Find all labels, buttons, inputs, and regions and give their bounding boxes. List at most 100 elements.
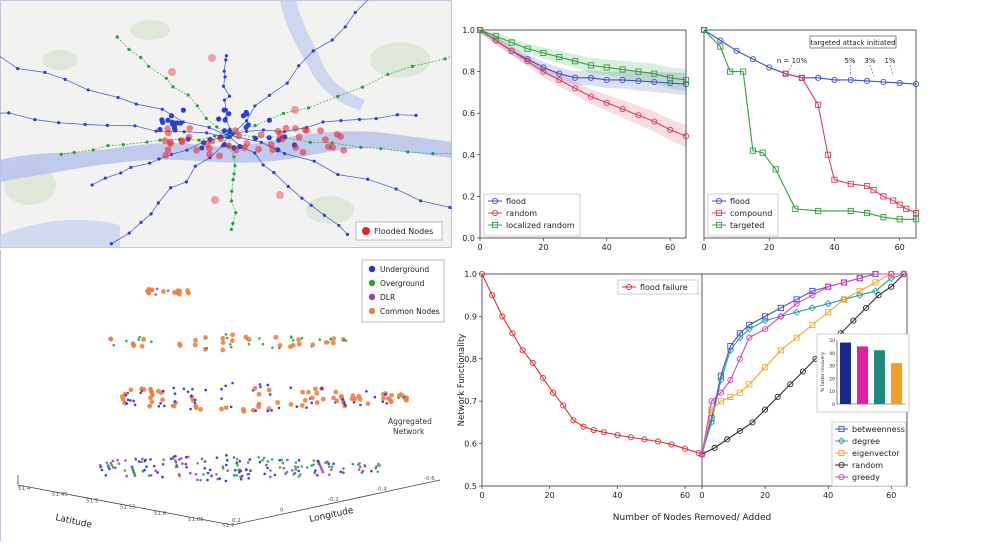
- data-point: [540, 68, 547, 75]
- x-tick-label: 40: [829, 243, 839, 250]
- station-node: [261, 128, 266, 132]
- data-point: [880, 214, 887, 221]
- station-node: [410, 64, 414, 68]
- flood-failure-point: [529, 359, 536, 367]
- network-node-layer-3: [114, 466, 117, 470]
- chart-1-svg: 0.0 0.2 0.4 0.6 0.8 1.0 0 20 40 60 flood random loca…: [462, 26, 690, 252]
- chart-targeted-attack: 0 20 40 60 flood compound targeted targeted att…: [700, 22, 922, 252]
- network-node-layer-3: [294, 461, 298, 464]
- station-node: [244, 119, 249, 123]
- station-node: [267, 93, 272, 97]
- station-node: [149, 212, 153, 216]
- network-node-layer-3: [297, 459, 301, 462]
- network-node-layer-2: [385, 402, 389, 405]
- flood-failure-point: [600, 429, 607, 436]
- central-station-node: [222, 117, 228, 123]
- network-node-layer-3: [137, 460, 141, 463]
- recovery-legend: betweenness degree eigenvector random greedy: [831, 421, 907, 487]
- longitude-ticks: 0.2 0 -0.2 -0.4 -0.6: [232, 476, 435, 524]
- network-legend-marker: [368, 265, 376, 273]
- inset-bar: [840, 342, 851, 404]
- station-node: [394, 187, 398, 191]
- network-node-layer-3: [144, 458, 147, 462]
- station-node: [285, 81, 289, 85]
- network-node-layer-2: [380, 391, 386, 397]
- network-node-layer-3: [339, 470, 343, 474]
- legend-label: degree: [852, 437, 880, 446]
- network-node-layer-2: [314, 390, 320, 396]
- network-node-layer-2: [343, 403, 347, 407]
- data-point: [651, 70, 658, 77]
- station-node: [115, 35, 119, 39]
- recovery-point: [745, 325, 753, 333]
- network-node-layer-1: [323, 340, 329, 345]
- flooded-node: [337, 133, 345, 140]
- network-node-layer-1: [243, 334, 249, 340]
- data-point: [572, 85, 579, 92]
- network-legend-label: Overground: [380, 279, 425, 288]
- network-node-layer-3: [266, 466, 269, 470]
- station-node: [59, 152, 63, 156]
- station-node: [359, 145, 363, 149]
- network-node-layer-3: [370, 469, 373, 473]
- network-node-layer-3: [328, 465, 331, 468]
- flooded-node: [317, 127, 324, 135]
- legend-marker: [715, 221, 723, 229]
- x-axis-label: Number of Nodes Removed/ Added: [613, 513, 771, 523]
- flood-failure-point: [627, 434, 634, 441]
- network-node-layer-2: [128, 387, 134, 393]
- station-node: [105, 123, 109, 127]
- station-node: [160, 107, 164, 111]
- station-node: [154, 129, 158, 133]
- flood-failure-point: [641, 436, 648, 443]
- x-tick-label: 60: [895, 243, 905, 250]
- y-tick-label: 0.4: [462, 151, 475, 160]
- network-node-layer-3: [133, 474, 137, 478]
- network-node-layer-1: [138, 335, 141, 339]
- flood-failure-legend: flood failure: [617, 279, 699, 295]
- network-node-layer-1: [192, 342, 198, 348]
- station-node: [222, 98, 227, 102]
- central-station-node: [240, 113, 246, 119]
- network-node-layer-3: [312, 459, 316, 462]
- inset-y-tick: 40: [829, 351, 835, 357]
- latitude-tick-label: 51.55: [120, 505, 136, 511]
- network-node-layer-3: [235, 457, 239, 461]
- data-point: [524, 58, 531, 65]
- flood-failure-point: [478, 270, 486, 278]
- central-station-node: [159, 117, 165, 123]
- network-node-layer-2: [299, 402, 305, 408]
- data-point: [912, 209, 920, 217]
- station-node: [357, 117, 362, 122]
- network-node-layer-1: [108, 336, 114, 342]
- data-point: [667, 126, 674, 133]
- network-node-layer-3: [262, 456, 266, 460]
- flooded-node: [178, 138, 186, 146]
- data-point: [870, 187, 877, 194]
- network-node-layer-3: [292, 472, 295, 476]
- data-point: [880, 78, 887, 86]
- network-node-layer-3: [174, 460, 178, 464]
- network-node-layer-1: [247, 342, 251, 346]
- longitude-tick-label: -0.4: [376, 487, 387, 493]
- flood-failure-point: [519, 347, 526, 354]
- station-node: [213, 134, 217, 138]
- network-node-layer-2: [126, 398, 130, 402]
- legend-marker: [838, 425, 845, 433]
- recovery-point: [736, 330, 743, 337]
- flooded-node: [291, 125, 299, 132]
- recovery-point: [840, 279, 847, 286]
- network-node-layer-3: [210, 474, 213, 478]
- central-station-node: [221, 107, 227, 113]
- network-node-layer-3: [327, 462, 330, 466]
- y-axis-label: Network Functionality: [457, 334, 467, 427]
- flood-failure-point: [509, 330, 516, 337]
- data-point: [896, 79, 903, 87]
- network-node-layer-3: [269, 469, 272, 472]
- network-node-layer-2: [277, 406, 281, 410]
- data-point: [619, 76, 626, 83]
- flooded-node: [208, 54, 216, 62]
- network-node-layer-3: [300, 465, 304, 468]
- network-node-layer-3: [238, 468, 242, 472]
- flooded-node: [185, 133, 193, 141]
